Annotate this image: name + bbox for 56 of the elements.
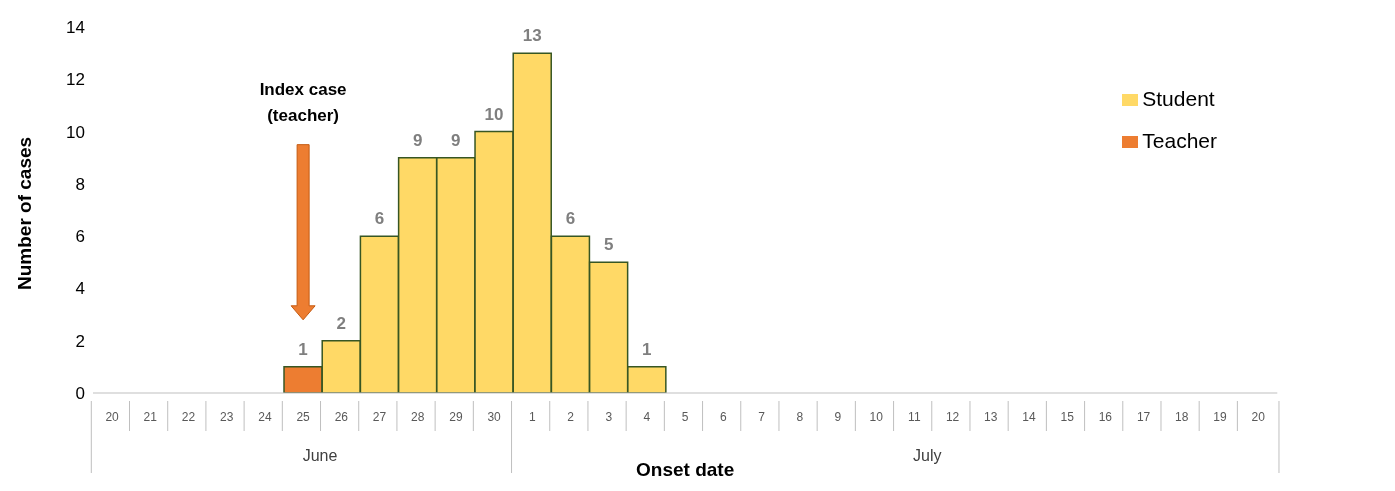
y-tick-label: 2: [75, 331, 85, 351]
data-label: 10: [484, 104, 504, 124]
x-tick-label: 24: [258, 410, 272, 424]
x-tick-label: 6: [720, 410, 727, 424]
y-tick-label: 12: [66, 70, 85, 90]
x-tick-label: 1: [528, 410, 536, 424]
data-label: 2: [336, 313, 346, 333]
annotation: Index case (teacher): [259, 79, 347, 125]
x-tick-label: 2: [567, 410, 575, 424]
x-tick-label: 5: [681, 410, 689, 424]
x-tick-label: 30: [487, 410, 502, 424]
x-tick-label: 18: [1175, 410, 1189, 424]
y-tick-label: 14: [66, 18, 85, 38]
x-tick-label: 21: [143, 410, 158, 424]
data-label: 13: [522, 26, 542, 46]
data-label: 9: [412, 130, 423, 150]
x-axis-title: Onset date: [636, 459, 735, 481]
y-tick-label: 6: [75, 227, 85, 247]
x-tick-label: 17: [1136, 410, 1151, 424]
x-tick-label: 12: [945, 410, 960, 424]
x-tick-label: 3: [605, 410, 613, 424]
x-tick-label: 11: [908, 410, 921, 424]
legend-label: Teacher: [1142, 129, 1217, 152]
x-tick-label: 20: [1251, 410, 1266, 424]
x-tick-label: 7: [758, 410, 766, 424]
text: June: [302, 447, 338, 464]
data-label: 6: [374, 209, 385, 229]
data-label: 6: [565, 209, 576, 229]
x-tick-label: 16: [1098, 410, 1113, 424]
x-tick-label: 27: [372, 410, 387, 424]
y-tick-label: 0: [75, 384, 85, 404]
text: July: [913, 447, 942, 464]
x-tick-label: 20: [105, 410, 120, 424]
x-tick-label: 23: [220, 410, 234, 424]
x-tick-label: 19: [1213, 410, 1227, 424]
x-tick-label: 10: [869, 410, 884, 424]
data-label: 1: [642, 339, 652, 359]
x-tick-label: 29: [449, 410, 463, 424]
legend-label: Student: [1142, 87, 1215, 110]
y-tick-label: 8: [75, 174, 85, 194]
x-tick-label: 26: [334, 410, 349, 424]
data-label: 5: [603, 235, 614, 255]
x-tick-label: 9: [834, 410, 842, 424]
x-tick-label: 15: [1060, 410, 1075, 424]
y-tick-label: 4: [75, 279, 85, 299]
x-tick-label: 13: [984, 410, 998, 424]
data-label: 1: [298, 339, 308, 359]
x-tick-label: 28: [411, 410, 425, 424]
x-tick-label: 8: [796, 410, 804, 424]
x-tick-label: 14: [1022, 410, 1036, 424]
x-tick-label: 25: [296, 410, 311, 424]
x-tick-label: 22: [181, 410, 196, 424]
y-axis-title: Number of cases: [13, 136, 35, 290]
x-tick-label: 4: [643, 410, 651, 424]
y-tick-label: 10: [66, 122, 85, 142]
data-label: 9: [451, 130, 461, 150]
